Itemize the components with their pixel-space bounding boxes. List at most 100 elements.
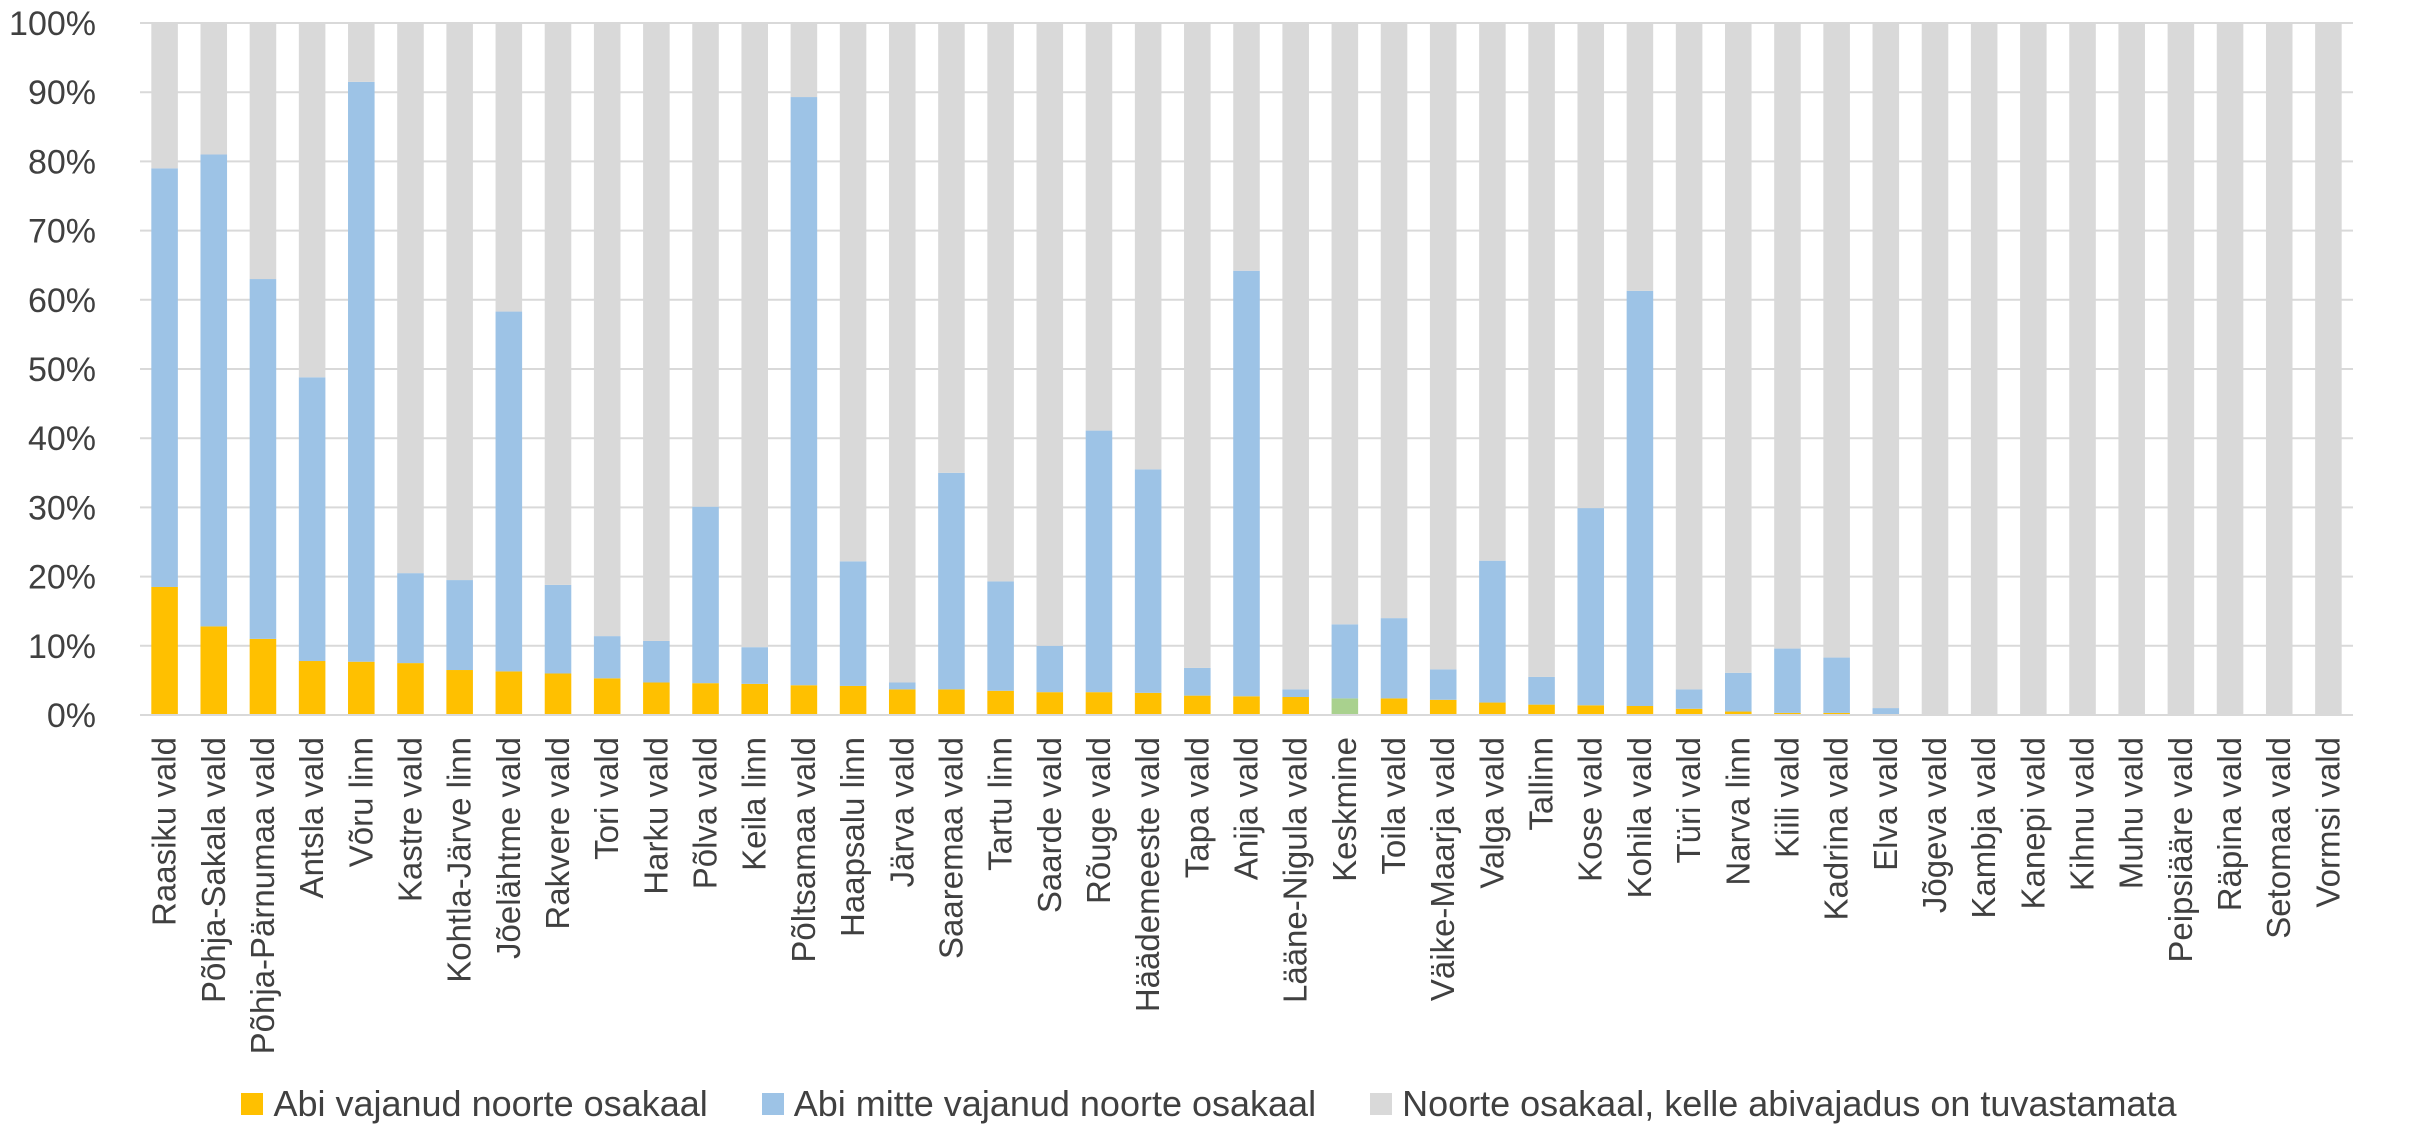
bar-segment [2118,23,2145,715]
x-tick-label: Põhja-Sakala vald [195,737,232,1003]
x-tick-label: Vormsi vald [2309,737,2346,908]
x-tick-label: Kohtla-Järve linn [441,737,478,983]
x-tick-label: Järva vald [883,737,920,887]
bar-segment [1233,696,1260,715]
bar-segment [1429,669,1457,700]
x-tick-label: Põhja-Pärnumaa vald [244,737,281,1054]
x-axis-ticks: Raasiku vald Põhja-Sakala vald Põhja-Pärnu… [146,737,2347,1054]
bar-segment [938,472,965,690]
bar-segment [1823,657,1850,713]
bar-segment [2020,23,2047,715]
bar-segment [888,689,916,715]
x-tick-label: Kadrina vald [1818,737,1855,920]
bar-segment [1823,712,1850,715]
x-tick-label: Setomaa vald [2260,737,2297,939]
bar-segment [1528,676,1555,705]
y-tick-label: 30% [28,489,96,527]
bar-segment [1085,430,1113,693]
bar-segment [1036,645,1064,693]
bar-segment [1184,667,1211,696]
bar-segment [298,661,326,715]
legend: Abi vajanud noorte osakaal Abi mitte vaja… [0,1078,2418,1130]
bar-segment [397,573,424,664]
bar-segment [1675,23,1703,690]
bar-segment [495,671,523,715]
y-tick-label: 0% [47,697,96,735]
bar-segment [741,23,769,648]
bar-segment [1675,689,1703,709]
bar-segment [1134,23,1162,470]
bar-segment [1528,704,1555,715]
x-tick-label: Kose vald [1572,737,1609,882]
bar-segment [249,279,277,639]
bar-segment [643,682,670,715]
legend-label: Noorte osakaal, kelle abivajadus on tuva… [1402,1083,2177,1124]
bar-segment [544,584,572,674]
bar-segment [348,661,375,715]
x-tick-label: Keskmine [1326,737,1363,882]
x-tick-label: Kohila vald [1621,737,1658,898]
bar-segment [1134,469,1162,693]
x-tick-label: Rakvere vald [539,737,576,930]
x-tick-label: Valga vald [1473,737,1510,889]
bar-segment [348,23,375,82]
bar-segment [495,311,523,672]
x-tick-label: Kambja vald [1965,737,2002,919]
x-tick-label: Jõgeva vald [1916,737,1953,913]
legend-swatch [1370,1093,1393,1115]
bar-segment [692,23,719,507]
bar-segment [692,683,719,715]
bar-segment [1626,706,1654,715]
bar-segment [790,97,818,686]
x-tick-label: Saarde vald [1031,737,1068,913]
bar-segment [1872,708,1900,715]
bar-segment [1724,672,1752,712]
x-tick-label: Keila linn [736,737,773,871]
bar-segment [1577,508,1605,706]
bar-segment [2069,23,2096,715]
bar-segment [446,670,473,715]
y-tick-label: 10% [28,628,96,666]
bar-segment [987,690,1014,715]
bar-segment [2315,23,2342,715]
bar-segment [1134,692,1162,715]
bar-segment [1675,708,1703,715]
x-tick-label: Tapa vald [1178,737,1215,878]
bar-segment [200,23,228,155]
bar-segment [1774,23,1801,649]
bar-segment [741,647,769,684]
bar-segment [1233,23,1260,271]
x-tick-label: Harku vald [637,737,674,895]
x-tick-label: Kastre vald [391,737,428,902]
bar-segment [151,586,178,715]
bar-segment [1085,692,1113,715]
x-tick-label: Võru linn [342,737,379,867]
bar-segment [1036,23,1064,646]
x-tick-label: Raasiku vald [146,737,183,926]
bar-segment [1577,23,1605,509]
bar-segment [249,23,277,280]
x-tick-label: Toila vald [1375,737,1412,875]
bar-segment [1184,23,1211,668]
y-tick-label: 70% [28,213,96,251]
y-tick-label: 60% [28,282,96,320]
bar-segment [200,626,228,715]
x-tick-label: Põlva vald [687,737,724,889]
x-tick-label: Väike-Maarja vald [1424,737,1461,1001]
bar-segment [298,377,326,662]
x-tick-label: Anija vald [1228,737,1265,880]
bar-segment [1331,698,1359,715]
y-tick-label: 40% [28,420,96,458]
bar-segment [790,23,818,98]
bar-segment [888,682,916,690]
legend-item: Abi mitte vajanud noorte osakaal [761,1083,1316,1125]
bar-segment [151,168,178,587]
x-tick-label: Tallinn [1523,737,1560,831]
bar-segment [1528,23,1555,677]
bar-segment [1233,270,1260,697]
bar-segment [888,23,916,683]
bar-segment [1724,711,1752,715]
x-tick-label: Türi vald [1670,737,1707,864]
y-tick-label: 50% [28,351,96,389]
